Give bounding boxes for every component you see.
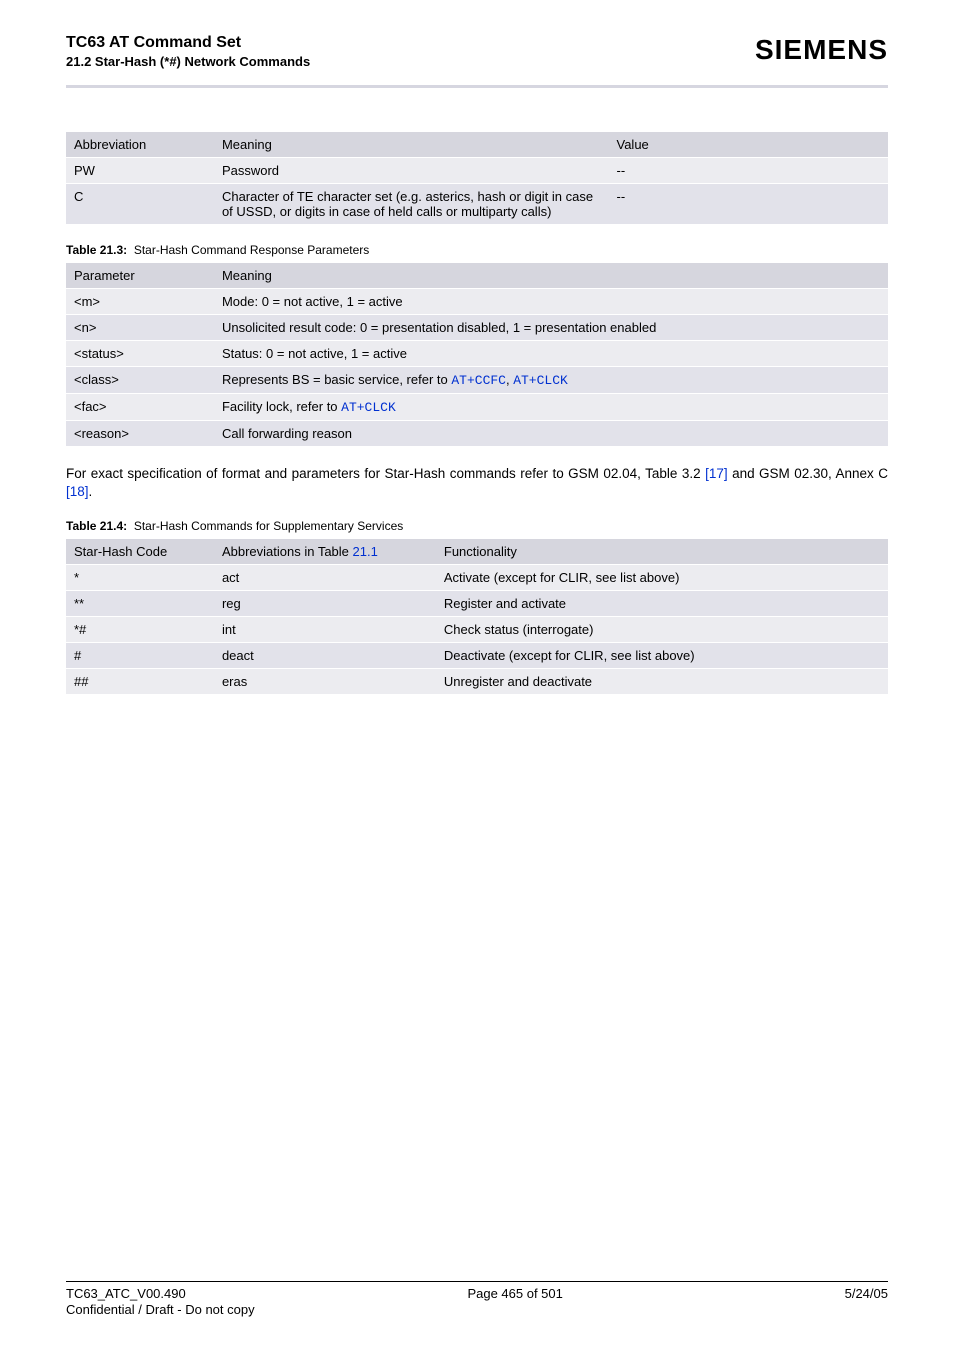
table-ref-link[interactable]: 21.1 [353,544,378,559]
table-row: <fac> Facility lock, refer to AT+CLCK [66,394,888,421]
doc-subtitle: 21.2 Star-Hash (*#) Network Commands [66,54,310,69]
cell-abbrev: act [214,565,436,591]
cell-abbrev: deact [214,643,436,669]
cell-func: Unregister and deactivate [436,669,888,695]
table-row: C Character of TE character set (e.g. as… [66,184,888,225]
header-rule [66,85,888,88]
cell-meaning: Represents BS = basic service, refer to … [214,367,888,394]
caption-label: Table 21.3: [66,243,127,257]
para-text: and GSM 02.30, Annex C [728,466,888,481]
col-parameter: Parameter [66,263,214,289]
supplementary-services-table: Star-Hash Code Abbreviations in Table 21… [66,539,888,695]
col-label: Abbreviations in Table [222,544,353,559]
cell-meaning: Password [214,158,609,184]
cell-func: Activate (except for CLIR, see list abov… [436,565,888,591]
at-link[interactable]: AT+CLCK [341,400,396,415]
col-starhash: Star-Hash Code [66,539,214,565]
page-header: TC63 AT Command Set 21.2 Star-Hash (*#) … [66,34,888,85]
abbreviation-table: Abbreviation Meaning Value PW Password -… [66,132,888,225]
cell-param: <fac> [66,394,214,421]
table-row: ## eras Unregister and deactivate [66,669,888,695]
table-row: <m> Mode: 0 = not active, 1 = active [66,289,888,315]
cell-abbrev: eras [214,669,436,695]
col-abbrev-in: Abbreviations in Table 21.1 [214,539,436,565]
spec-paragraph: For exact specification of format and pa… [66,465,888,501]
table-row: PW Password -- [66,158,888,184]
footer-line: TC63_ATC_V00.490 Page 465 of 501 5/24/05 [66,1281,888,1301]
ref-link-18[interactable]: [18] [66,484,89,499]
meaning-pre: Represents BS = basic service, refer to [222,372,451,387]
page-footer: TC63_ATC_V00.490 Page 465 of 501 5/24/05… [66,1281,888,1317]
col-meaning: Meaning [214,263,888,289]
cell-func: Register and activate [436,591,888,617]
cell-code: ## [66,669,214,695]
table-caption-214: Table 21.4: Star-Hash Commands for Suppl… [66,519,888,533]
caption-text: Star-Hash Command Response Parameters [134,243,369,257]
footer-version: TC63_ATC_V00.490 [66,1286,186,1301]
cell-param: <m> [66,289,214,315]
cell-param: <reason> [66,421,214,447]
cell-func: Check status (interrogate) [436,617,888,643]
cell-func: Deactivate (except for CLIR, see list ab… [436,643,888,669]
meaning-pre: Facility lock, refer to [222,399,341,414]
table-row: <n> Unsolicited result code: 0 = present… [66,315,888,341]
caption-label: Table 21.4: [66,519,127,533]
cell-value: -- [609,158,889,184]
ref-link-17[interactable]: [17] [705,466,728,481]
at-link[interactable]: AT+CLCK [513,373,568,388]
response-params-table: Parameter Meaning <m> Mode: 0 = not acti… [66,263,888,447]
para-text: For exact specification of format and pa… [66,466,705,481]
table-row: *# int Check status (interrogate) [66,617,888,643]
col-value: Value [609,132,889,158]
siemens-logo: SIEMENS [755,34,888,66]
cell-meaning: Character of TE character set (e.g. aste… [214,184,609,225]
table-caption-213: Table 21.3: Star-Hash Command Response P… [66,243,888,257]
cell-param: <n> [66,315,214,341]
table-row: <class> Represents BS = basic service, r… [66,367,888,394]
cell-meaning: Mode: 0 = not active, 1 = active [214,289,888,315]
footer-confidential: Confidential / Draft - Do not copy [66,1302,888,1317]
cell-param: <status> [66,341,214,367]
cell-abbrev: PW [66,158,214,184]
footer-date: 5/24/05 [845,1286,888,1301]
cell-meaning: Unsolicited result code: 0 = presentatio… [214,315,888,341]
table-row: <reason> Call forwarding reason [66,421,888,447]
cell-code: *# [66,617,214,643]
table-row: <status> Status: 0 = not active, 1 = act… [66,341,888,367]
cell-code: * [66,565,214,591]
col-meaning: Meaning [214,132,609,158]
at-link[interactable]: AT+CCFC [451,373,506,388]
cell-meaning: Facility lock, refer to AT+CLCK [214,394,888,421]
cell-meaning: Call forwarding reason [214,421,888,447]
para-text: . [89,484,93,499]
cell-abbrev: C [66,184,214,225]
table-row: # deact Deactivate (except for CLIR, see… [66,643,888,669]
col-abbrev: Abbreviation [66,132,214,158]
footer-page: Page 465 of 501 [467,1286,562,1301]
cell-param: <class> [66,367,214,394]
cell-code: ** [66,591,214,617]
table-row: * act Activate (except for CLIR, see lis… [66,565,888,591]
cell-meaning: Status: 0 = not active, 1 = active [214,341,888,367]
doc-title: TC63 AT Command Set [66,34,310,52]
col-functionality: Functionality [436,539,888,565]
header-left: TC63 AT Command Set 21.2 Star-Hash (*#) … [66,34,310,69]
cell-abbrev: int [214,617,436,643]
cell-value: -- [609,184,889,225]
cell-code: # [66,643,214,669]
table-row: ** reg Register and activate [66,591,888,617]
cell-abbrev: reg [214,591,436,617]
caption-text: Star-Hash Commands for Supplementary Ser… [134,519,403,533]
